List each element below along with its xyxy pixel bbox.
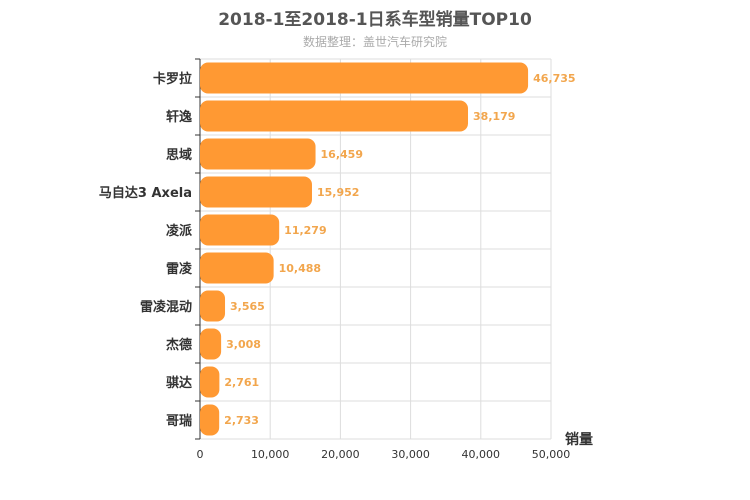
value-label: 15,952 <box>317 186 359 199</box>
bar[interactable] <box>200 62 529 94</box>
value-label: 11,279 <box>284 224 326 237</box>
x-tick-label: 40,000 <box>462 448 501 461</box>
value-label: 3,565 <box>230 300 265 313</box>
value-label: 16,459 <box>321 148 363 161</box>
bar[interactable] <box>200 366 220 398</box>
x-tick-labels: 0 10,000 20,000 30,000 40,000 50,000 <box>197 448 571 461</box>
x-axis-name: 销量 <box>565 431 593 448</box>
value-label: 2,733 <box>224 414 259 427</box>
value-labels: 46,735 38,179 16,459 15,952 11,279 10,488 3,56… <box>224 72 575 427</box>
bar[interactable] <box>200 100 469 132</box>
category-label: 凌派 <box>166 223 193 239</box>
bar[interactable] <box>200 214 280 246</box>
bars <box>200 62 529 436</box>
category-label: 轩逸 <box>166 109 192 125</box>
x-tick-label: 0 <box>197 448 204 461</box>
chart-title: 2018-1至2018-1日系车型销量TOP10 <box>218 10 532 30</box>
value-label: 2,761 <box>224 376 259 389</box>
category-label: 雷凌 <box>166 261 193 277</box>
bar[interactable] <box>200 138 316 170</box>
x-tick-label: 10,000 <box>251 448 290 461</box>
category-label: 骐达 <box>166 375 192 391</box>
category-label: 杰德 <box>166 337 192 353</box>
category-label: 思域 <box>166 147 192 163</box>
x-tick-label: 50,000 <box>532 448 571 461</box>
value-label: 3,008 <box>226 338 261 351</box>
bar[interactable] <box>200 176 312 208</box>
x-tick-label: 20,000 <box>321 448 360 461</box>
bar[interactable] <box>200 290 226 322</box>
bar[interactable] <box>200 404 220 436</box>
bar[interactable] <box>200 252 274 284</box>
bar[interactable] <box>200 328 222 360</box>
grid-lines <box>195 58 552 440</box>
category-label: 卡罗拉 <box>153 71 192 87</box>
chart-subtitle: 数据整理：盖世汽车研究院 <box>302 35 447 49</box>
value-label: 46,735 <box>533 72 575 85</box>
category-label: 雷凌混动 <box>140 299 192 315</box>
value-label: 10,488 <box>279 262 321 275</box>
category-label: 马自达3 Axela <box>99 185 192 201</box>
category-label: 哥瑞 <box>166 413 192 429</box>
value-label: 38,179 <box>473 110 515 123</box>
x-tick-label: 30,000 <box>391 448 430 461</box>
